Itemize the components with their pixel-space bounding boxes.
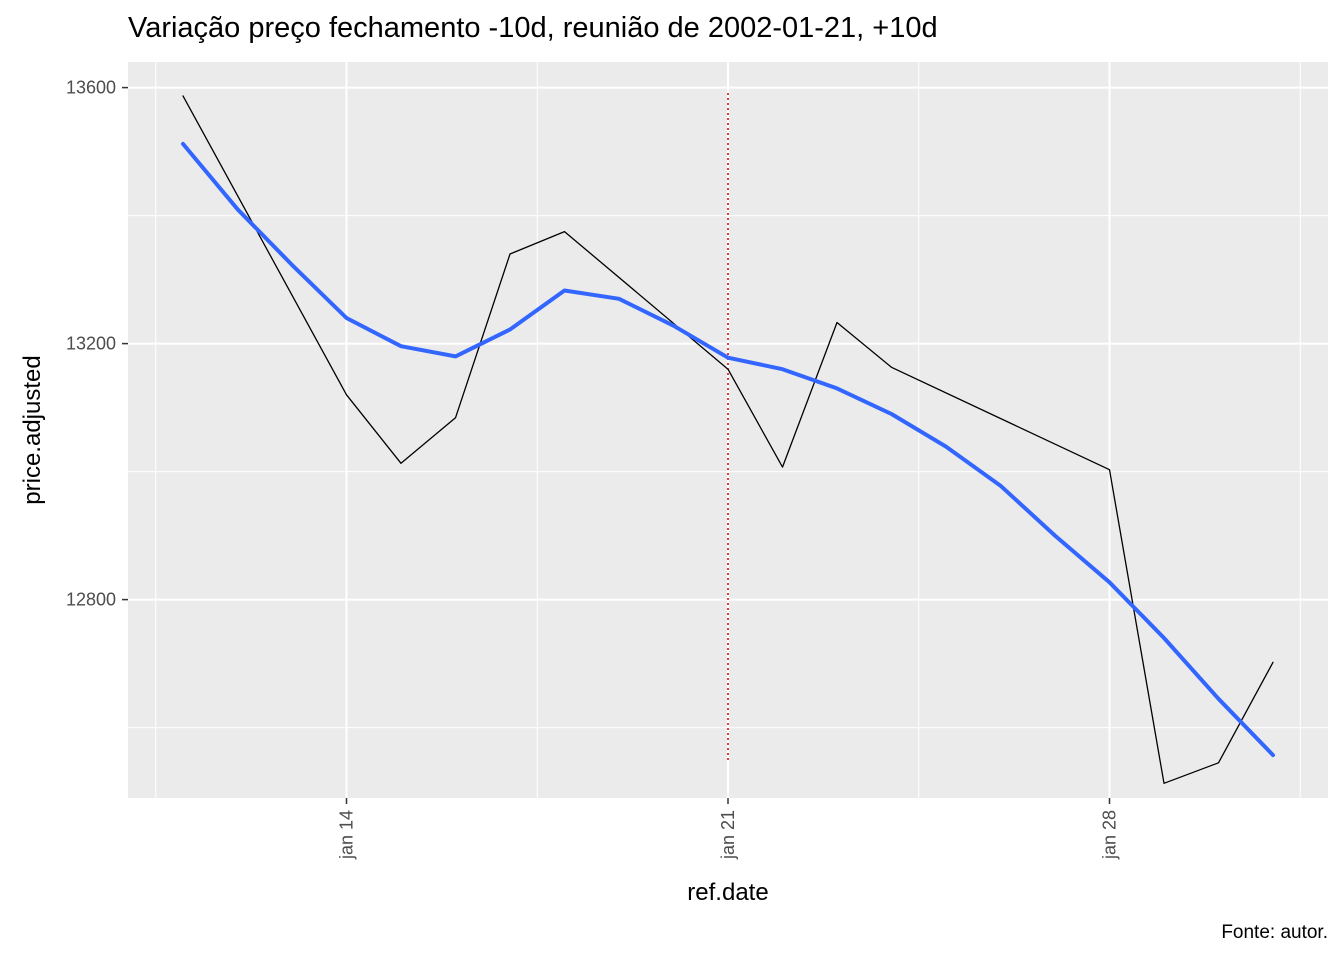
axis-ticks — [122, 86, 1111, 804]
smooth-trend-line — [181, 141, 1275, 758]
chart-title: Variação preço fechamento -10d, reunião … — [128, 12, 938, 44]
y-tick-label: 13200 — [66, 334, 116, 354]
x-tick-label: jan 14 — [337, 810, 357, 860]
x-tick-label: jan 28 — [1100, 810, 1120, 860]
y-tick-label: 13600 — [66, 78, 116, 98]
y-tick-label: 12800 — [66, 590, 116, 610]
x-tick-label: jan 21 — [718, 810, 738, 860]
price-series-line — [182, 95, 1274, 784]
axis-tick-labels: 12800 13200 13600 jan 14 jan 21 jan 28 — [66, 78, 1120, 860]
y-axis-title: price.adjusted — [19, 355, 46, 504]
x-axis-title: ref.date — [687, 879, 768, 906]
caption: Fonte: autor. — [1221, 922, 1328, 943]
series-layer — [181, 95, 1275, 784]
